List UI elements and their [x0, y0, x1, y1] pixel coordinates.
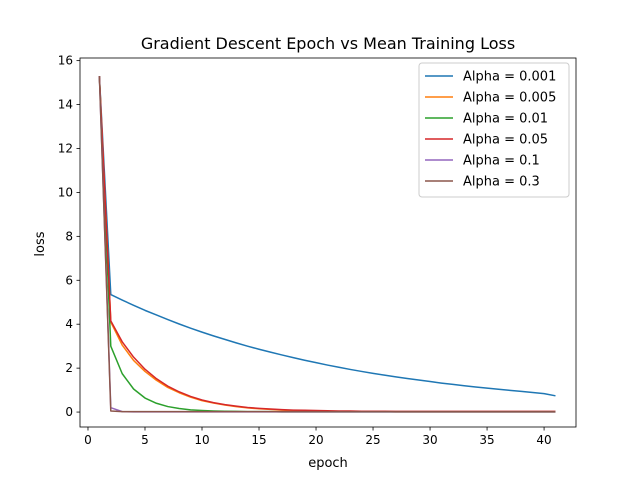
x-axis-label: epoch — [308, 456, 348, 471]
y-tick-label: 14 — [58, 98, 73, 112]
legend-label: Alpha = 0.05 — [463, 133, 548, 148]
x-tick-label: 5 — [141, 433, 149, 447]
x-tick-label: 25 — [365, 433, 380, 447]
y-tick-label: 10 — [58, 185, 73, 199]
y-tick-label: 16 — [58, 54, 73, 68]
series-line-0 — [98, 75, 556, 397]
y-tick-label: 2 — [65, 361, 73, 375]
legend-label: Alpha = 0.01 — [463, 112, 548, 127]
y-axis-label: loss — [33, 231, 48, 256]
legend-box — [418, 62, 570, 198]
legend-label: Alpha = 0.001 — [463, 70, 556, 85]
x-tick-label: 20 — [308, 433, 323, 447]
y-tick-label: 12 — [58, 141, 73, 155]
x-tick-label: 10 — [194, 433, 209, 447]
chart-title: Gradient Descent Epoch vs Mean Training … — [141, 34, 515, 53]
legend-label: Alpha = 0.1 — [463, 154, 540, 169]
y-tick-label: 6 — [65, 273, 73, 287]
axes-frame — [79, 57, 577, 428]
x-tick-label: 40 — [536, 433, 551, 447]
y-tick-label: 0 — [65, 405, 73, 419]
series-line-5 — [98, 75, 556, 413]
y-tick-label: 4 — [65, 317, 73, 331]
x-tick-label: 15 — [251, 433, 266, 447]
legend-label: Alpha = 0.3 — [463, 175, 540, 190]
x-tick-label: 35 — [479, 433, 494, 447]
x-tick-label: 0 — [84, 433, 92, 447]
plot-area: 0 5 10 15 20 25 30 35 40 0 2 4 6 8 10 12 14 16 Alpha = 0.0… — [58, 54, 577, 447]
legend-label: Alpha = 0.005 — [463, 91, 556, 106]
y-tick-label: 8 — [65, 229, 73, 243]
x-tick-label: 30 — [422, 433, 437, 447]
